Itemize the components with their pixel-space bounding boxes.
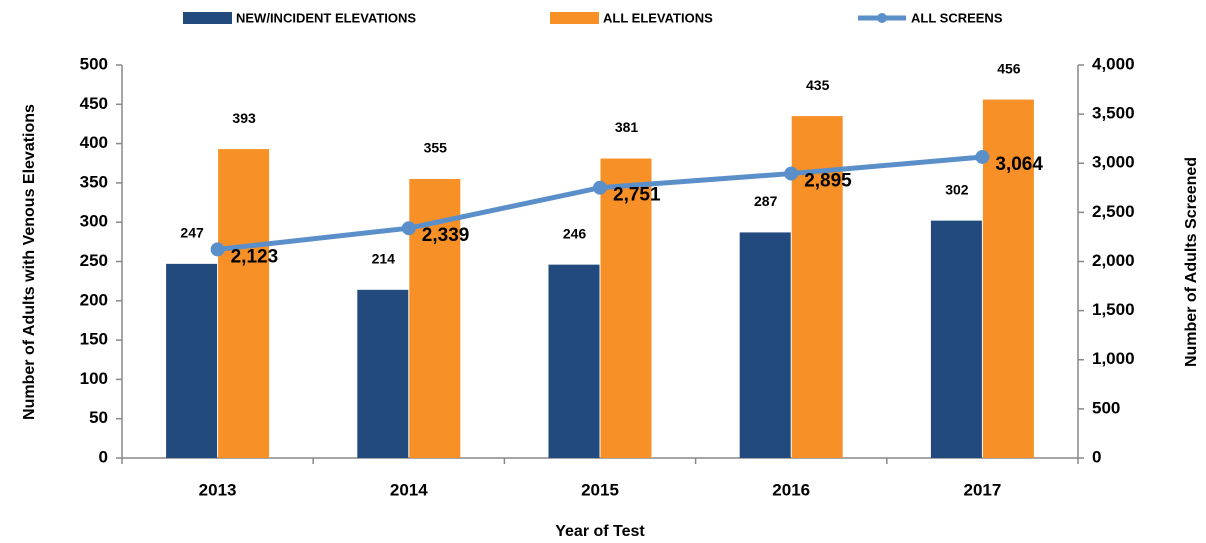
y-axis-title: Number of Adults with Venous Elevations: [21, 104, 38, 420]
y-tick-label: 200: [80, 290, 108, 309]
bar-value-label: 287: [754, 193, 778, 209]
y2-tick-label: 0: [1092, 447, 1101, 466]
y-tick-label: 250: [80, 251, 108, 270]
bar: [218, 149, 270, 459]
legend-swatch: [550, 12, 599, 24]
bar: [739, 232, 791, 458]
bar-value-label: 435: [806, 77, 830, 93]
legend-label: ALL SCREENS: [911, 10, 1003, 25]
y-tick-label: 150: [80, 330, 108, 349]
x-tick-label: 2017: [963, 480, 1001, 499]
bar-value-label: 302: [945, 181, 969, 197]
x-tick-label: 2013: [199, 480, 237, 499]
x-tick-label: 2015: [581, 480, 619, 499]
y2-tick-label: 2,500: [1092, 202, 1135, 221]
y2-tick-label: 1,500: [1092, 300, 1135, 319]
bar-value-label: 393: [232, 110, 256, 126]
y-tick-label: 50: [89, 408, 108, 427]
line-value-label: 2,123: [231, 246, 279, 267]
y2-tick-label: 500: [1092, 398, 1120, 417]
line: [217, 154, 983, 252]
bar-value-label: 214: [372, 250, 396, 266]
bar-value-label: 246: [563, 225, 587, 241]
line-value-label: 2,895: [804, 171, 852, 192]
bar-value-label: 355: [424, 140, 448, 156]
bar: [166, 263, 218, 458]
y-tick-label: 300: [80, 212, 108, 231]
line-marker: [784, 166, 799, 181]
x-axis-title: Year of Test: [555, 523, 645, 540]
bar: [982, 99, 1034, 459]
y2-tick-label: 3,000: [1092, 153, 1135, 172]
line-marker: [975, 149, 990, 164]
bar: [600, 158, 652, 458]
line-value-label: 2,339: [422, 225, 470, 246]
y2-tick-label: 3,500: [1092, 104, 1135, 123]
line-value-label: 2,751: [613, 185, 661, 206]
x-tick-label: 2016: [772, 480, 810, 499]
y2-tick-label: 1,000: [1092, 349, 1135, 368]
bar-value-label: 247: [180, 225, 204, 241]
legend-swatch: [183, 12, 232, 24]
bar: [548, 264, 600, 458]
y2-axis-title: Number of Adults Screened: [1183, 157, 1200, 367]
line-marker: [401, 221, 416, 236]
legend-label: NEW/INCIDENT ELEVATIONS: [236, 10, 416, 25]
bar-value-label: 381: [615, 119, 639, 135]
y-tick-label: 500: [80, 54, 108, 73]
y-tick-label: 400: [80, 133, 108, 152]
y2-tick-label: 4,000: [1092, 54, 1135, 73]
y-tick-label: 350: [80, 172, 108, 191]
line-value-label: 3,064: [995, 154, 1043, 175]
bar: [357, 289, 409, 458]
y-tick-label: 0: [99, 447, 108, 466]
y2-tick-label: 2,000: [1092, 251, 1135, 270]
bar: [930, 220, 982, 458]
y-tick-label: 450: [80, 94, 108, 113]
line-marker: [210, 242, 225, 257]
y-tick-label: 100: [80, 369, 108, 388]
line-marker: [593, 180, 607, 195]
legend-swatch-marker: [877, 13, 887, 23]
bar-value-label: 456: [997, 60, 1021, 76]
legend-label: ALL ELEVATIONS: [603, 10, 713, 25]
x-tick-label: 2014: [390, 480, 428, 499]
